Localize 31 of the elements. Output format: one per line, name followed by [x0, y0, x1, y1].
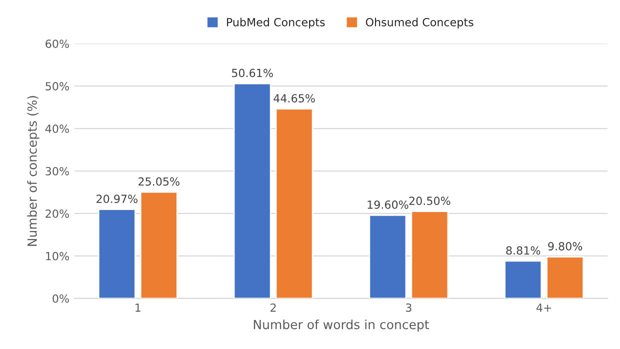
data-label: 20.50%: [409, 196, 450, 206]
bar: [275, 108, 314, 298]
data-label: 9.80%: [548, 242, 582, 250]
data-label: 50.61%: [232, 68, 273, 78]
x-tick-label: 2: [270, 303, 276, 312]
bar: [98, 208, 136, 298]
y-axis-title: Number of concepts (%): [27, 96, 40, 246]
legend-label: PubMed Concepts: [227, 18, 325, 29]
bar: [546, 256, 584, 298]
bar: [233, 82, 272, 298]
bar: [410, 210, 449, 298]
y-tick-label: 30%: [46, 166, 69, 176]
bar: [140, 191, 178, 298]
legend-label: Ohsumed Concepts: [366, 18, 474, 29]
y-tick-label: 40%: [45, 124, 69, 133]
x-tick-label: 3: [406, 303, 412, 312]
y-tick-label: 10%: [46, 252, 69, 260]
x-tick-label: 4+: [536, 304, 552, 312]
data-label: 8.81%: [506, 246, 540, 255]
y-tick-label: 50%: [46, 82, 69, 90]
bar: [504, 260, 542, 298]
x-tick-label: 1: [136, 304, 140, 312]
y-tick-label: 0%: [52, 294, 69, 303]
data-label: 19.60%: [368, 200, 408, 209]
data-label: 20.97%: [96, 194, 138, 204]
y-tick-label: 60%: [46, 40, 69, 48]
data-label: 44.65%: [274, 94, 315, 102]
y-tick-label: 20%: [46, 209, 69, 218]
bar: [368, 214, 407, 298]
x-axis-title: Number of words in concept: [254, 320, 430, 332]
data-label: 25.05%: [138, 177, 180, 186]
